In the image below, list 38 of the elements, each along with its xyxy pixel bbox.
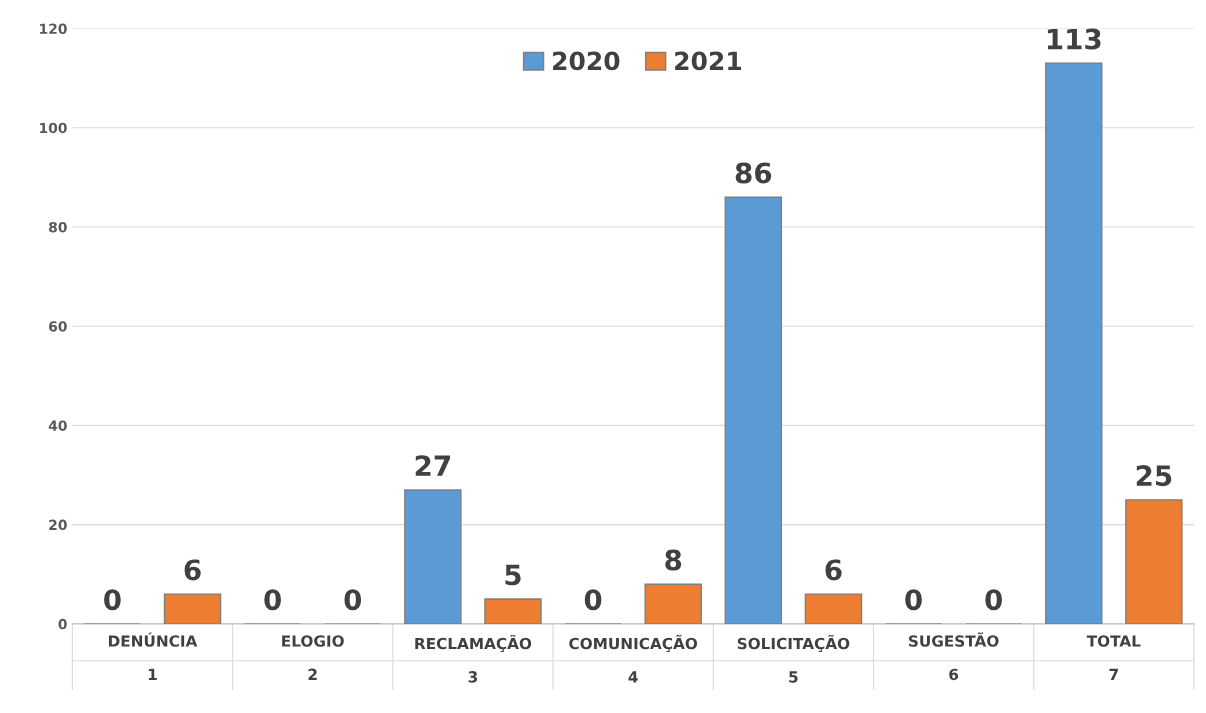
y-tick-label: 20: [49, 519, 67, 531]
category-label: TOTAL 7: [1086, 635, 1141, 680]
data-label: 0: [584, 589, 602, 611]
category-label: SOLICITAÇÃO 5: [737, 634, 850, 683]
bar: [484, 598, 542, 624]
category-label: ELOGIO 2: [282, 635, 344, 680]
y-tick-label: 100: [40, 122, 67, 134]
data-label: 8: [665, 549, 682, 571]
y-tick-label: 60: [49, 321, 67, 332]
data-label: 0: [905, 589, 922, 611]
bar: [804, 593, 863, 624]
y-tick-label: 120: [40, 23, 67, 34]
data-label: 27: [415, 455, 450, 476]
category-label: SUGESTÃO 6: [908, 632, 999, 681]
data-label: 0: [104, 589, 121, 611]
y-tick-label: 0: [58, 618, 67, 630]
data-label: 113: [1047, 28, 1101, 50]
bar: [724, 196, 783, 624]
bar: [404, 489, 462, 624]
bar: [1045, 62, 1103, 624]
bar: [163, 593, 222, 624]
data-label: 0: [985, 589, 1002, 611]
y-tick-label: 40: [48, 420, 67, 431]
data-label: 6: [184, 559, 201, 581]
data-label: 25: [1136, 465, 1172, 487]
data-label: 0: [264, 589, 281, 611]
legend-label: 2020: [553, 51, 620, 71]
data-label: 5: [505, 564, 521, 586]
category-label: COMUNICAÇÃO 4: [569, 634, 698, 683]
y-tick-label: 80: [49, 221, 67, 233]
bar: [1125, 499, 1183, 624]
bar: [644, 583, 702, 624]
data-label: 6: [825, 559, 842, 581]
data-label: 0: [344, 589, 362, 611]
legend-label: 2021: [675, 51, 742, 71]
data-label: 86: [735, 162, 772, 184]
category-label: DENÚNCIA 1: [108, 632, 198, 680]
category-label: RECLAMAÇÃO 3: [415, 634, 532, 683]
